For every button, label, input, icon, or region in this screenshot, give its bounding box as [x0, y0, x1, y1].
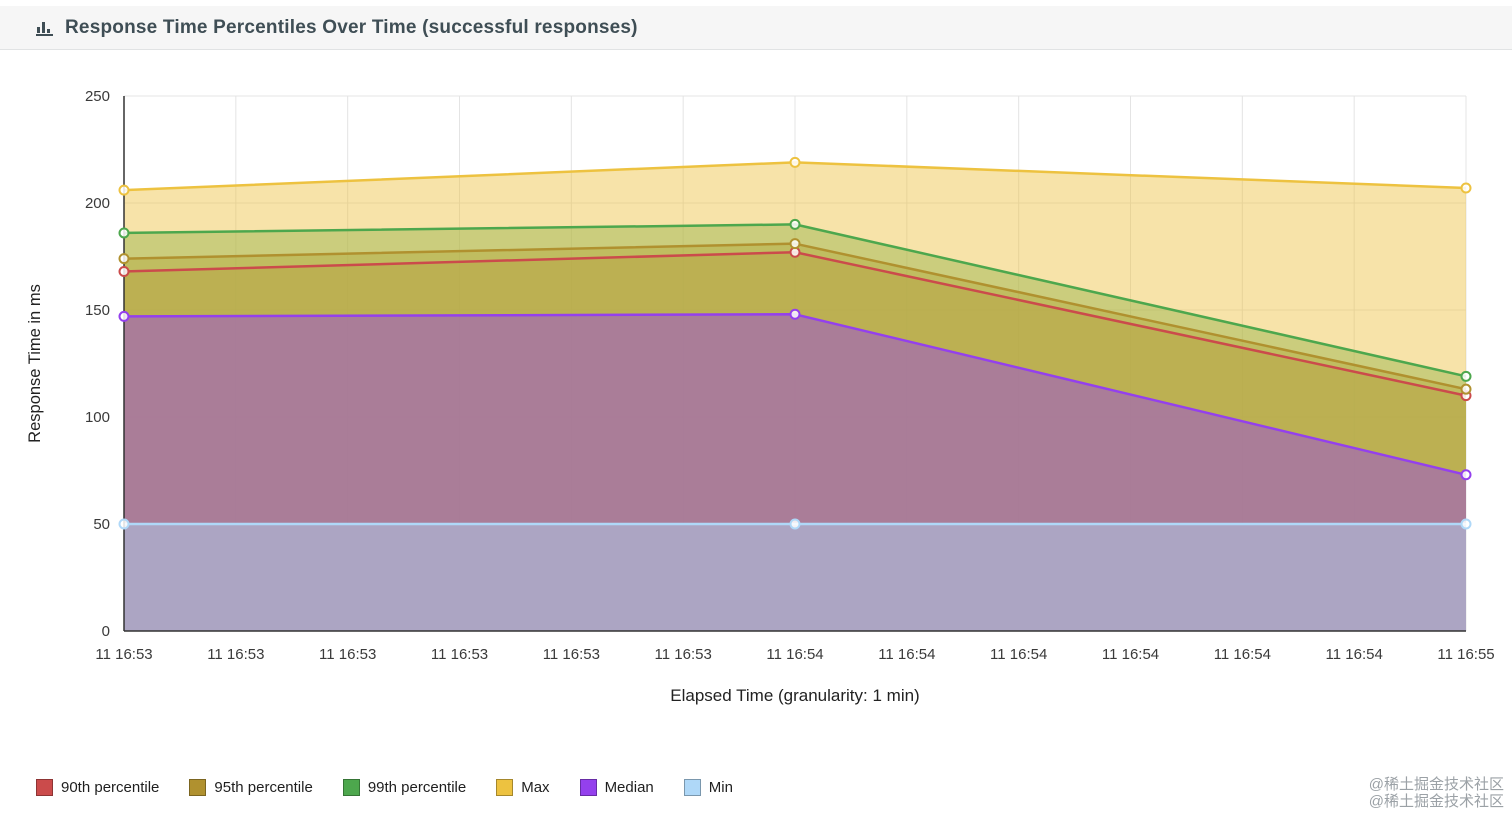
point-min[interactable] — [1460, 518, 1472, 530]
x-tick-label: 11 16:54 — [878, 646, 935, 663]
y-axis-title: Response Time in ms — [26, 284, 44, 443]
x-tick-label: 11 16:53 — [655, 646, 712, 663]
legend-item-median[interactable]: Median — [579, 779, 654, 796]
watermark-line2: @稀土掘金技术社区 — [1368, 793, 1504, 810]
area-99th-percentile — [124, 224, 1466, 631]
area-90th-percentile — [124, 252, 1466, 631]
point-median[interactable] — [789, 308, 801, 320]
x-tick-label: 11 16:53 — [431, 646, 488, 663]
point-95th-percentile[interactable] — [789, 238, 801, 250]
x-tick-label: 11 16:53 — [319, 646, 376, 663]
legend-swatch-min — [683, 779, 701, 796]
legend-swatch-max — [496, 779, 514, 796]
area-95th-percentile — [124, 243, 1466, 631]
legend-label: 95th percentile — [214, 779, 313, 796]
point-99th-percentile[interactable] — [118, 227, 130, 239]
chart-title: Response Time Percentiles Over Time (suc… — [65, 16, 638, 38]
percentiles-chart: 0 50 100 150 200 250 11 16:53 11 16:53 11 16:53 1… — [26, 88, 1495, 705]
point-max[interactable] — [1460, 182, 1472, 194]
legend-swatch-99th-percentile — [342, 779, 360, 796]
x-tick-label: 11 16:54 — [990, 646, 1047, 663]
x-tick-label: 11 16:53 — [207, 646, 264, 663]
legend-swatch-90th-percentile — [36, 779, 53, 796]
point-95th-percentile[interactable] — [118, 253, 130, 265]
legend-item-95th-percentile[interactable]: 95th percentile — [189, 779, 313, 796]
x-tick-label: 11 16:54 — [1214, 646, 1271, 663]
area-median — [124, 314, 1466, 631]
legend-swatch-median — [579, 779, 597, 796]
x-tick-label: 11 16:54 — [766, 646, 823, 663]
area-min — [124, 524, 1466, 631]
x-tick-label: 11 16:55 — [1437, 646, 1494, 663]
point-95th-percentile[interactable] — [1460, 383, 1472, 395]
legend-item-99th-percentile[interactable]: 99th percentile — [342, 779, 467, 796]
x-axis-title: Elapsed Time (granularity: 1 min) — [670, 686, 919, 705]
legend-label: 99th percentile — [367, 779, 467, 796]
point-99th-percentile[interactable] — [1460, 370, 1472, 382]
point-max[interactable] — [118, 184, 130, 196]
point-min[interactable] — [789, 518, 801, 530]
point-median[interactable] — [1460, 469, 1472, 481]
x-tick-label: 11 16:54 — [1102, 646, 1159, 663]
y-tick-label: 100 — [85, 409, 110, 426]
chart-panel-header: Response Time Percentiles Over Time (suc… — [0, 6, 1512, 50]
point-max[interactable] — [789, 156, 801, 168]
point-99th-percentile[interactable] — [789, 218, 801, 230]
legend-label: Median — [604, 779, 654, 796]
point-min[interactable] — [118, 518, 130, 530]
y-tick-label: 150 — [85, 302, 110, 319]
legend-label: Min — [708, 779, 733, 796]
y-tick-label: 250 — [85, 88, 110, 105]
x-tick-label: 11 16:53 — [543, 646, 600, 663]
y-tick-label: 200 — [85, 195, 110, 212]
legend-swatch-95th-percentile — [189, 779, 207, 796]
bar-chart-icon — [35, 18, 55, 37]
area-max — [124, 162, 1466, 631]
point-median[interactable] — [118, 310, 130, 322]
watermark: @稀土掘金技术社区 @稀土掘金技术社区 — [1369, 776, 1504, 810]
watermark-line1: @稀土掘金技术社区 — [1368, 776, 1504, 793]
legend-item-max[interactable]: Max — [496, 779, 550, 796]
legend-item-min[interactable]: Min — [683, 779, 733, 796]
x-tick-label: 11 16:54 — [1326, 646, 1383, 663]
y-tick-label: 0 — [102, 623, 110, 640]
point-90th-percentile[interactable] — [118, 265, 130, 277]
legend-item-90th-percentile[interactable]: 90th percentile — [36, 779, 159, 796]
x-tick-label: 11 16:53 — [95, 646, 152, 663]
chart-legend: 90th percentile 95th percentile 99th perce… — [36, 779, 733, 796]
y-tick-label: 50 — [93, 516, 110, 533]
chart-area: 0 50 100 150 200 250 11 16:53 11 16:53 11 16:53 1… — [0, 60, 1512, 717]
legend-label: Max — [521, 779, 550, 796]
legend-label: 90th percentile — [61, 779, 160, 796]
